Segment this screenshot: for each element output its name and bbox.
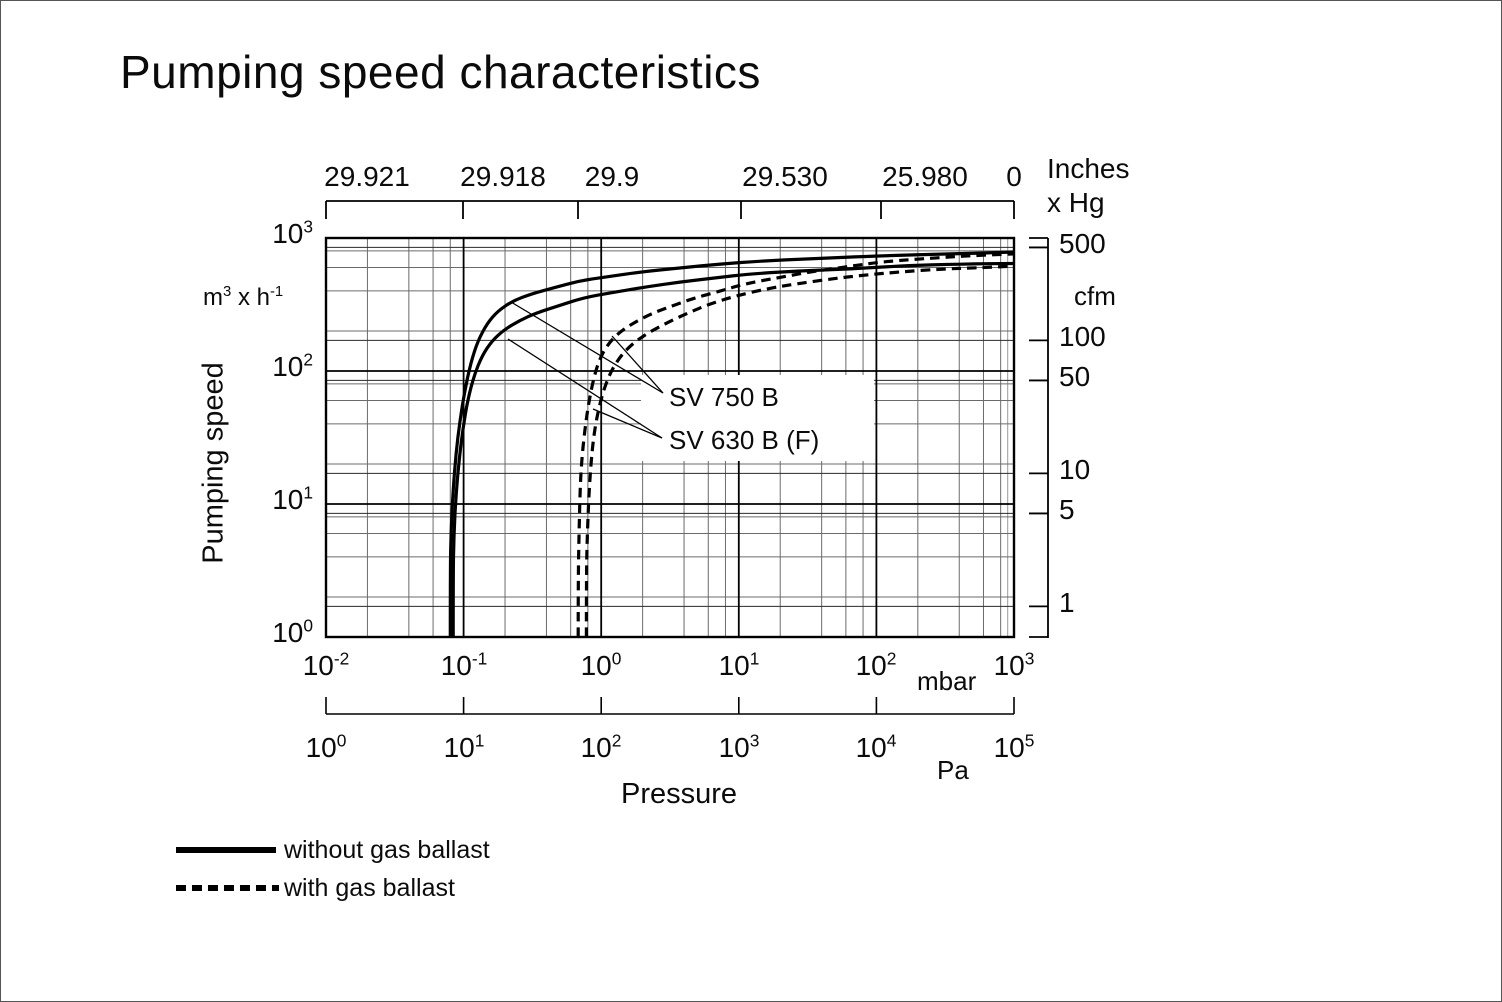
curve-label-sv630: SV 630 B (F) [669, 425, 820, 455]
legend-dashed-label: with gas ballast [284, 874, 455, 902]
pa-tick-label: 103 [718, 730, 760, 763]
left-axis-tick-label: 102 [272, 349, 313, 382]
mbar-tick-label: 103 [993, 648, 1035, 681]
x-axis-title: Pressure [620, 778, 738, 810]
right-axis-tick-label: 1 [1059, 587, 1075, 618]
right-axis-tick-label: 500 [1059, 228, 1106, 259]
mbar-tick-label: 100 [580, 648, 622, 681]
top-axis-tick-label: 29.918 [460, 161, 546, 192]
mbar-tick-label: 10-2 [302, 648, 350, 681]
left-axis-tick-label: 103 [272, 216, 313, 249]
top-axis-tick-label: 29.530 [742, 161, 828, 192]
top-axis-tick-label: 0 [1006, 161, 1022, 192]
top-axis-tick-label: 25.980 [882, 161, 968, 192]
legend-solid-swatch [176, 847, 276, 853]
pa-tick-label: 101 [443, 730, 485, 763]
top-axis-unit-line1: Inches [1047, 153, 1130, 184]
left-axis-title: Pumping speed [197, 362, 230, 564]
legend-dashed-swatch [176, 885, 279, 891]
page-title: Pumping speed characteristics [120, 46, 761, 98]
top-axis-unit: Inches x Hg [1047, 152, 1130, 220]
curve-label-sv750: SV 750 B [669, 382, 779, 412]
mbar-tick-label: 10-1 [440, 648, 488, 681]
series-dashed [576, 252, 1015, 638]
series-solid [451, 261, 1015, 638]
pa-tick-label: 105 [993, 730, 1035, 763]
left-axis-tick-label: 101 [272, 482, 313, 515]
left-axis-tick-label: 100 [272, 615, 313, 648]
mbar-tick-label: 102 [855, 648, 897, 681]
right-axis-tick-label: 5 [1059, 494, 1075, 525]
pa-tick-label: 100 [305, 730, 347, 763]
top-axis-tick-label: 29.921 [324, 161, 410, 192]
right-axis-tick-label: 100 [1059, 321, 1106, 352]
top-axis-tick-label: 29.9 [584, 161, 640, 192]
pa-tick-label: 104 [855, 730, 897, 763]
right-axis-tick-label: 50 [1059, 361, 1091, 392]
legend-solid-label: without gas ballast [284, 836, 490, 864]
mbar-unit: mbar [917, 666, 977, 696]
pa-unit: Pa [937, 755, 969, 785]
right-axis-tick-label: 10 [1059, 454, 1091, 485]
series-dashed [584, 264, 1015, 638]
top-axis-unit-line2: x Hg [1047, 187, 1105, 218]
series-solid [448, 250, 1015, 638]
mbar-tick-label: 101 [718, 648, 760, 681]
right-axis-unit: cfm [1074, 281, 1116, 311]
pa-tick-label: 102 [580, 730, 622, 763]
left-axis-unit: m3 x h-1 [203, 284, 284, 311]
